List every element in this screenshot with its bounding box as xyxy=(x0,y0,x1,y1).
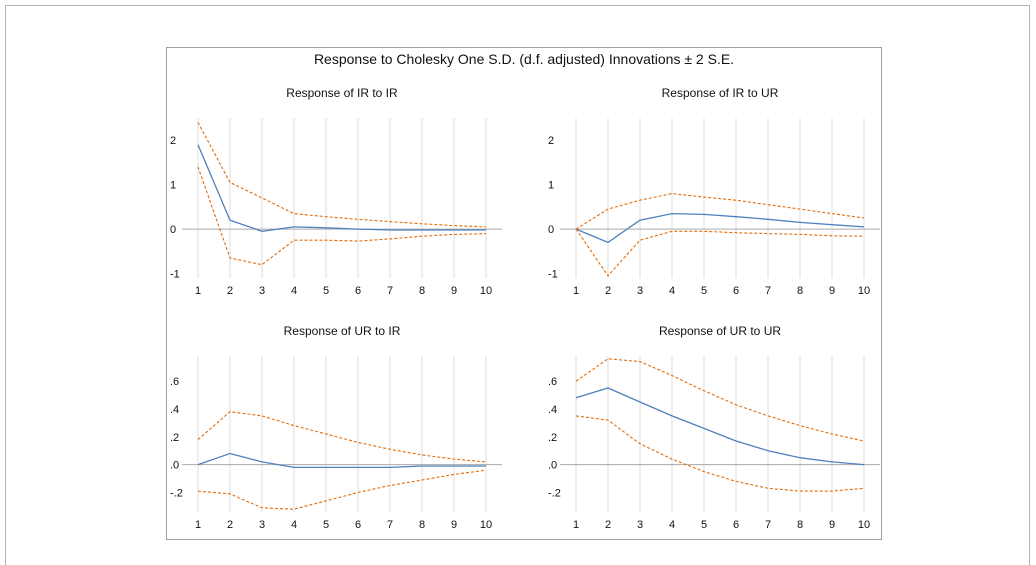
x-tick-label: 5 xyxy=(701,519,707,531)
x-tick-label: 8 xyxy=(797,285,803,297)
y-tick-label: .6 xyxy=(170,376,179,388)
x-tick-label: 3 xyxy=(637,519,643,531)
lower-band-line xyxy=(197,166,487,266)
y-tick-label: .2 xyxy=(548,432,557,444)
x-tick-label: 9 xyxy=(451,519,457,531)
y-tick-label: -.2 xyxy=(170,488,183,500)
panel-3: Response of UR to IR -.2 .0 .2 .4 .6 1 2 3 4 5 6 7 8 9… xyxy=(170,324,502,531)
x-tick-label: 1 xyxy=(573,519,579,531)
x-tick-label: 1 xyxy=(573,285,579,297)
response-line xyxy=(575,212,865,244)
y-tick-label: 1 xyxy=(548,180,554,192)
x-tick-label: 6 xyxy=(355,285,361,297)
lower-band-line xyxy=(575,415,865,492)
lower-band-line xyxy=(575,228,865,277)
x-tick-label: 3 xyxy=(259,519,265,531)
x-tick-label: 9 xyxy=(451,285,457,297)
panel-2: Response of IR to UR -1 0 1 2 1 2 3 4 5 6 7 8 9 10 xyxy=(548,86,880,297)
y-tick-label: .4 xyxy=(170,404,179,416)
x-tick-label: 2 xyxy=(605,285,611,297)
lower-band-line xyxy=(197,469,487,510)
y-tick-label: .0 xyxy=(548,460,557,472)
panel-1: Response of IR to IR -1 0 1 2 1 2 3 4 5 6 7 8 9 10 xyxy=(170,86,502,297)
y-tick-label: -.2 xyxy=(548,488,561,500)
chart-frame xyxy=(166,47,882,540)
panel-title: Response of UR to IR xyxy=(284,324,401,338)
x-tick-label: 7 xyxy=(387,285,393,297)
response-line xyxy=(197,144,486,232)
x-tick-label: 5 xyxy=(323,519,329,531)
panel-title: Response of IR to IR xyxy=(286,86,398,100)
y-tick-label: -1 xyxy=(548,269,558,281)
x-tick-label: 4 xyxy=(669,285,675,297)
x-tick-label: 9 xyxy=(829,519,835,531)
x-tick-label: 10 xyxy=(858,285,870,297)
panel-title: Response of IR to UR xyxy=(662,86,779,100)
x-tick-label: 8 xyxy=(419,519,425,531)
upper-band-line xyxy=(575,193,865,230)
x-tick-label: 4 xyxy=(291,285,297,297)
x-tick-label: 2 xyxy=(227,519,233,531)
x-tick-label: 4 xyxy=(291,519,297,531)
y-tick-label: 0 xyxy=(170,224,176,236)
x-tick-label: 1 xyxy=(195,519,201,531)
x-tick-label: 3 xyxy=(637,285,643,297)
x-tick-label: 8 xyxy=(797,519,803,531)
x-tick-label: 9 xyxy=(829,285,835,297)
y-tick-label: -1 xyxy=(170,269,180,281)
panel-4: Response of UR to UR -.2 .0 .2 .4 .6 1 2 3 4 5 6 7 8 9… xyxy=(548,324,880,531)
x-tick-label: 5 xyxy=(323,285,329,297)
upper-band-line xyxy=(197,411,487,463)
y-tick-label: 1 xyxy=(170,180,176,192)
x-tick-label: 2 xyxy=(227,285,233,297)
x-tick-label: 10 xyxy=(858,519,870,531)
response-line xyxy=(197,452,486,469)
x-tick-label: 6 xyxy=(355,519,361,531)
response-line xyxy=(575,387,865,466)
x-tick-label: 7 xyxy=(387,519,393,531)
x-tick-label: 10 xyxy=(480,285,492,297)
upper-band-line xyxy=(197,122,487,228)
x-tick-label: 1 xyxy=(195,285,201,297)
y-tick-label: 0 xyxy=(548,224,554,236)
panel-title: Response of UR to UR xyxy=(659,324,781,338)
y-tick-label: .6 xyxy=(548,376,557,388)
y-tick-label: .2 xyxy=(170,432,179,444)
x-tick-label: 7 xyxy=(765,285,771,297)
window-frame xyxy=(5,5,1030,565)
x-tick-label: 8 xyxy=(419,285,425,297)
y-tick-label: 2 xyxy=(548,135,554,147)
y-tick-label: 2 xyxy=(170,135,176,147)
x-tick-label: 6 xyxy=(733,285,739,297)
x-tick-label: 10 xyxy=(480,519,492,531)
x-tick-label: 3 xyxy=(259,285,265,297)
y-tick-label: .0 xyxy=(170,460,179,472)
x-tick-label: 6 xyxy=(733,519,739,531)
x-tick-label: 2 xyxy=(605,519,611,531)
y-tick-label: .4 xyxy=(548,404,557,416)
x-tick-label: 5 xyxy=(701,285,707,297)
x-tick-label: 4 xyxy=(669,519,675,531)
upper-band-line xyxy=(575,358,865,442)
x-tick-label: 7 xyxy=(765,519,771,531)
figure-title: Response to Cholesky One S.D. (d.f. adju… xyxy=(314,51,734,67)
